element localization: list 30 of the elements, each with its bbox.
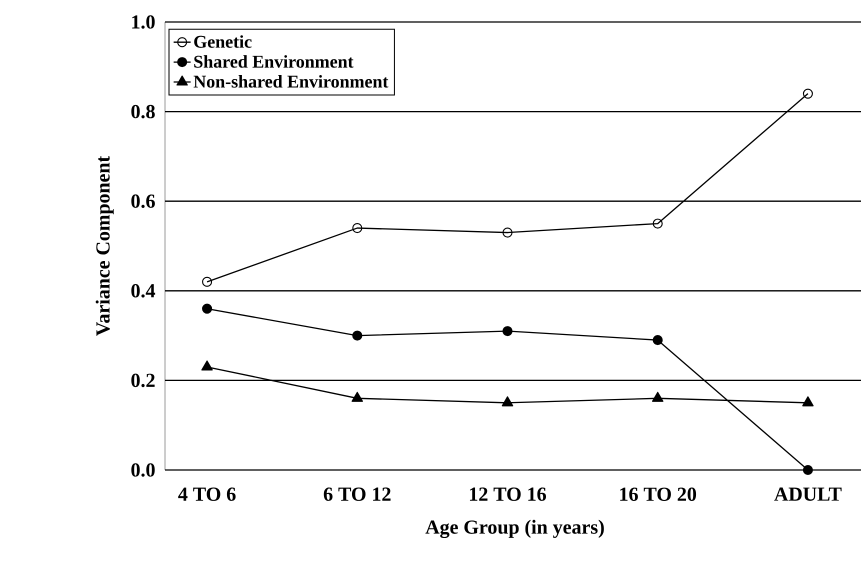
point bbox=[201, 360, 213, 370]
point bbox=[352, 223, 362, 234]
x-axis-title: Age Group (in years) bbox=[425, 520, 604, 538]
point bbox=[802, 88, 813, 99]
point bbox=[202, 276, 212, 287]
legend-label: Genetic bbox=[194, 35, 252, 48]
point bbox=[652, 218, 663, 229]
x-tick-label: 4 TO 6 bbox=[178, 488, 236, 501]
point bbox=[502, 396, 514, 406]
y-tick-label: 0.8 bbox=[131, 104, 155, 118]
x-tick-label: 6 TO 12 bbox=[324, 488, 391, 501]
y-tick-label: 0.4 bbox=[131, 284, 156, 298]
x-tick-label: 12 TO 16 bbox=[470, 488, 546, 501]
y-tick-label: 0.2 bbox=[131, 374, 155, 388]
point bbox=[652, 392, 664, 402]
y-tick-label: 1.0 bbox=[132, 15, 155, 29]
point bbox=[652, 335, 663, 346]
point bbox=[802, 396, 814, 406]
x-tick-label: ADULT bbox=[774, 488, 842, 501]
point bbox=[502, 326, 513, 336]
point bbox=[352, 330, 362, 341]
y-axis-title: Variance Component bbox=[96, 156, 114, 336]
y-tick-label: 0.6 bbox=[131, 194, 155, 208]
point bbox=[502, 228, 513, 238]
x-tick-label: 16 TO 20 bbox=[620, 488, 696, 501]
legend-label: Non-shared Environment bbox=[194, 75, 388, 88]
point bbox=[352, 392, 364, 402]
point bbox=[202, 304, 212, 314]
y-tick-label: 0.0 bbox=[131, 463, 155, 477]
legend-label: Shared Environment bbox=[194, 55, 354, 68]
